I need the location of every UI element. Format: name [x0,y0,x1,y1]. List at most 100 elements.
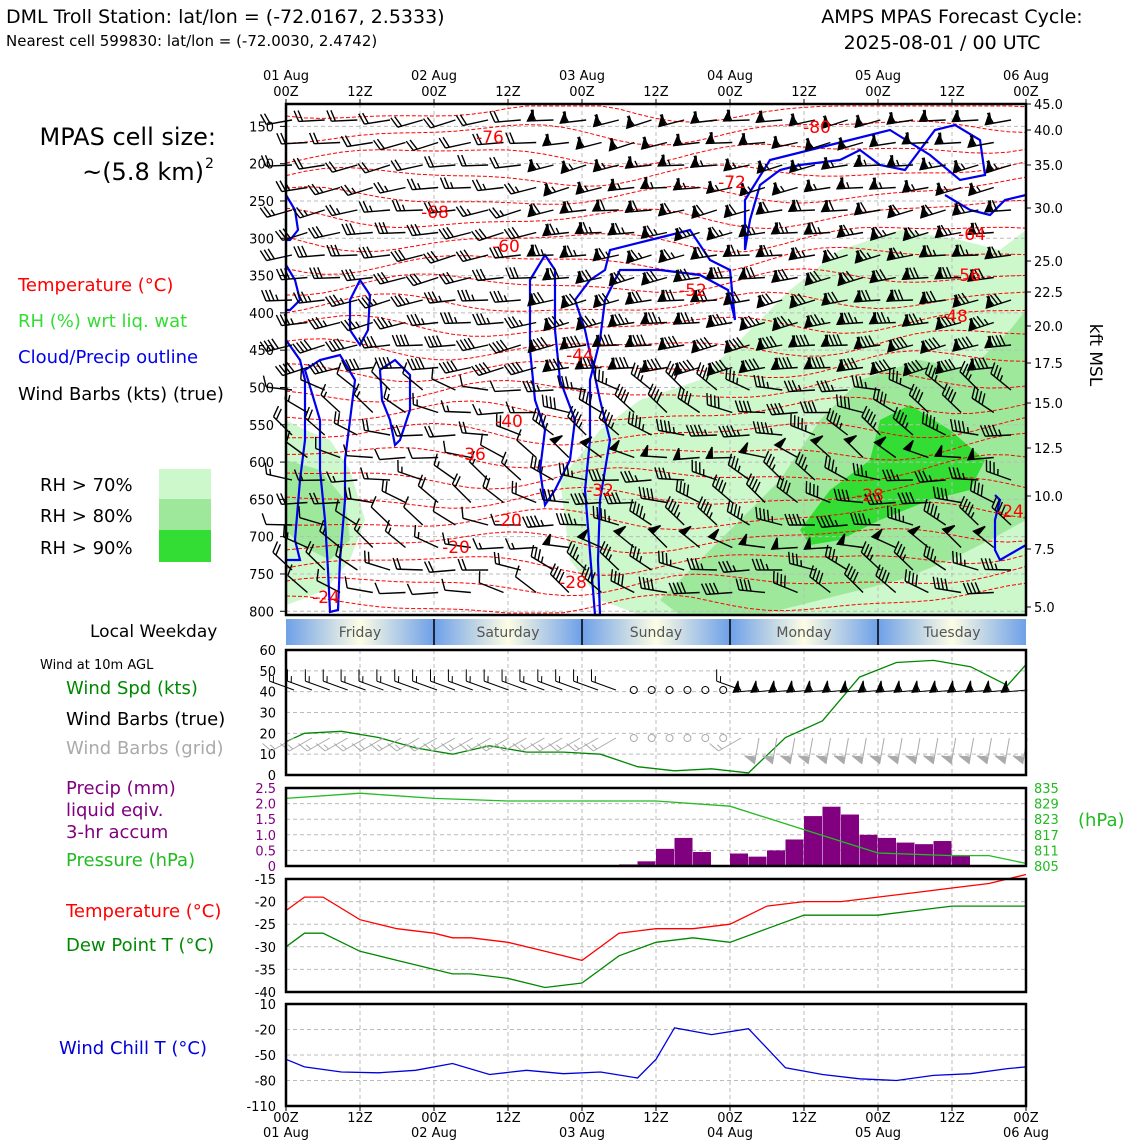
top-date-label: 06 Aug [1003,69,1049,84]
wind-barb-true [1000,679,1027,692]
top-date-label: 01 Aug [263,69,309,84]
legend-rh70-swatch [159,469,211,499]
precip-bar [675,838,693,866]
precip-label1: Precip (mm) [66,778,176,799]
y-tick-label: 30 [259,707,276,722]
temperature-label: -52 [679,281,707,301]
pressure-tick-label: 823 [1034,813,1059,828]
precip-bar [730,854,748,866]
bottom-date-label: 05 Aug [855,1126,901,1140]
weekday-name: Saturday [476,625,539,641]
wind-barb-true [463,669,495,690]
wind-barb-grid [797,736,812,764]
top-tick-label: 12Z [791,85,817,100]
legend-rh80-swatch [159,499,211,530]
barb-flag [940,756,952,764]
bottom-tick-label: 00Z [1013,1111,1039,1126]
wind-barb-true [629,686,638,695]
barb-flag [833,756,845,764]
legend-rh80: RH > 80% [40,506,133,527]
wind-barb-grid [922,736,937,764]
forecast-cycle: 2025-08-01 / 00 UTC [844,32,1041,54]
wind-barb-true [719,686,728,695]
barb-full [445,669,453,681]
precip-label3: 3-hr accum [66,822,168,843]
barb-flag [851,756,863,764]
temperature-label: -24 [996,502,1024,522]
bottom-date-label: 01 Aug [263,1126,309,1140]
height-tick-label: 12.5 [1034,442,1063,457]
temperature-label: -40 [495,412,523,432]
top-tick-label: 00Z [717,85,743,100]
height-tick-label: 35.0 [1034,159,1063,174]
height-tick-label: 20.0 [1034,320,1063,335]
calm-circle [629,686,638,695]
precip-bar [693,852,711,866]
legend-rh: RH (%) wrt liq. wat [18,311,187,332]
barb-full [270,290,274,301]
wind-barb-true [427,669,459,690]
y-tick-label: -30 [255,941,276,956]
pressure-tick-label: 811 [1034,844,1059,859]
calm-circle [718,733,728,743]
y-tick-label: -20 [255,896,276,911]
barb-full [262,513,266,524]
y-tick-label: 40 [259,686,276,701]
wind-barb-grid [940,736,955,764]
wind-barb-true [516,669,548,690]
wind-barb-grid [958,736,973,764]
y-tick-label: 10 [259,748,276,763]
legend-temperature: Temperature (°C) [17,275,173,296]
cell-size-line1: MPAS cell size: [40,123,216,151]
y-tick-label: 1.0 [255,829,276,844]
barb-flag [779,756,791,764]
bottom-tick-label: 00Z [421,1111,447,1126]
wind-barb-grid [370,728,401,753]
height-tick-label: 30.0 [1034,202,1063,217]
chill-panel-label: Wind Chill T (°C) [59,1038,207,1059]
pressure-tick-label: 700 [249,531,274,546]
dew-panel-label: Dew Point T (°C) [66,935,214,956]
bottom-tick-label: 00Z [569,1111,595,1126]
station-title: DML Troll Station: lat/lon = (-72.0167, … [6,6,445,28]
calm-circle [701,686,710,695]
top-tick-label: 12Z [495,85,521,100]
barb-staff [412,458,438,459]
barb-flag [815,756,827,764]
wind-barb-true [373,669,405,690]
pressure-tick-label: 250 [249,195,274,210]
calm-circle [647,733,657,743]
wind-barb-grid [976,736,991,764]
wind-barb-true [570,669,602,690]
pressure-tick-label: 800 [249,605,274,620]
barb-full [277,133,282,144]
calm-circle [719,686,728,695]
wind-barb-grid [744,736,759,764]
temperature-label: -76 [476,128,504,148]
bottom-tick-label: 00Z [273,1111,299,1126]
cross-section-panel: -80-76-72-68-64-60-56-52-48-44-40-36-32-… [260,104,1026,615]
bottom-date-label: 03 Aug [559,1126,605,1140]
wind-barb-true [498,669,530,690]
temperature-label: -80 [803,118,831,138]
precip-bar [952,855,970,866]
barb-half [276,295,278,301]
temp-panel-label: Temperature (°C) [65,901,221,922]
top-tick-label: 12Z [643,85,669,100]
pressure-tick-label: 500 [249,381,274,396]
y-tick-label: 20 [259,727,276,742]
wind-barb-true [665,686,674,695]
precip-bar [878,838,896,866]
barb-flag [976,756,988,764]
barb-half [271,209,275,215]
wind-barb-grid [388,728,419,753]
wind-barb-true [445,669,477,690]
bottom-date-label: 04 Aug [707,1126,753,1140]
top-date-label: 04 Aug [707,69,753,84]
pressure-tick-label: 350 [249,270,274,285]
barb-staff [266,524,292,525]
wind-barb-grid [779,736,794,764]
height-axis: 45.040.035.030.025.022.520.017.515.012.5… [1026,98,1063,616]
